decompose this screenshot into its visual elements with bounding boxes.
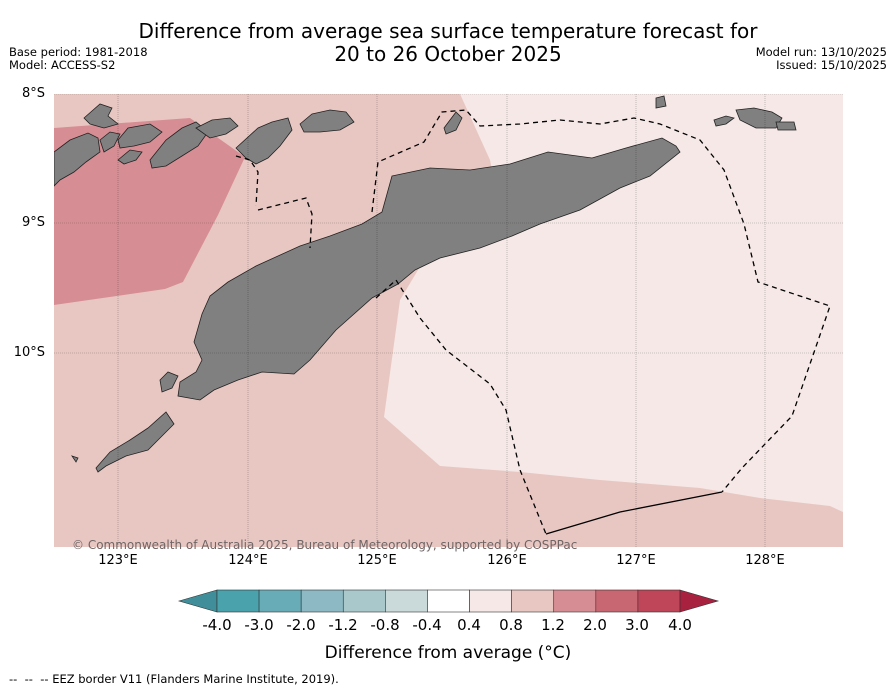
colorbar-cell xyxy=(469,589,512,613)
land-masses xyxy=(54,95,797,473)
colorbar-title: Difference from average (°C) xyxy=(324,643,572,663)
footer-note: -- -- -- EEZ border V11 (Flanders Marine… xyxy=(9,672,339,686)
island-small-east-b xyxy=(713,115,735,127)
lat-label-10s: 10°S xyxy=(13,345,45,360)
chart-title: Difference from average sea surface temp… xyxy=(0,20,896,66)
eez-border-segment-a xyxy=(235,155,259,207)
lon-label-127e: 127°E xyxy=(616,553,656,568)
footer-text: -- EEZ border V11 (Flanders Marine Insti… xyxy=(40,672,339,686)
island-semau xyxy=(159,371,179,393)
copyright-text: © Commonwealth of Australia 2025, Bureau… xyxy=(72,538,578,552)
colorbar-cell xyxy=(553,589,597,613)
eez-border-solid xyxy=(545,491,723,535)
colorbar-cell xyxy=(595,589,639,613)
eez-borders xyxy=(235,109,831,535)
colorbar-cell xyxy=(511,589,555,613)
island-pantar xyxy=(195,117,239,139)
title-line-2: 20 to 26 October 2025 xyxy=(334,42,562,66)
island-small-north xyxy=(83,103,119,129)
lon-label-126e: 126°E xyxy=(487,553,527,568)
island-atauro xyxy=(443,111,463,135)
colorbar-label: -1.2 xyxy=(328,616,358,634)
title-line-1: Difference from average sea surface temp… xyxy=(138,19,758,43)
map-area xyxy=(54,94,843,547)
island-small-east-a xyxy=(655,95,667,109)
colorbar xyxy=(177,589,720,613)
colorbar-cell xyxy=(342,589,386,613)
colorbar-label: 0.4 xyxy=(457,616,481,634)
colorbar-label: 2.0 xyxy=(583,616,607,634)
colorbar-label: -3.0 xyxy=(244,616,274,634)
island-solor xyxy=(117,123,163,149)
lat-label-8s: 8°S xyxy=(21,86,45,101)
colorbar-cell xyxy=(216,589,260,613)
colorbar-extend-high xyxy=(679,589,720,613)
colorbar-label: 3.0 xyxy=(625,616,649,634)
colorbar-cell xyxy=(385,589,428,613)
island-ndana xyxy=(71,455,79,463)
colorbar-label: 4.0 xyxy=(668,616,692,634)
island-moa xyxy=(775,121,797,131)
colorbar-cell xyxy=(258,589,302,613)
colorbar-label: 0.8 xyxy=(499,616,523,634)
island-wetar-west xyxy=(299,109,355,133)
colorbar-label: -2.0 xyxy=(286,616,316,634)
model-text: Model: ACCESS-S2 xyxy=(9,58,116,72)
meta-left: Base period: 1981-2018 Model: ACCESS-S2 xyxy=(9,46,148,72)
colorbar-label: -4.0 xyxy=(202,616,232,634)
colorbar-cell xyxy=(300,589,344,613)
model-run-text: Model run: 13/10/2025 xyxy=(755,45,887,59)
island-flores-east xyxy=(54,132,101,187)
colorbar-extend-low xyxy=(177,589,218,613)
lon-label-125e: 125°E xyxy=(357,553,397,568)
meta-right: Model run: 13/10/2025 Issued: 15/10/2025 xyxy=(756,46,887,72)
colorbar-label: -0.4 xyxy=(412,616,442,634)
gridlines xyxy=(54,94,843,547)
eez-border-timor-leste xyxy=(371,109,831,493)
island-lembata xyxy=(149,121,209,169)
lon-label-124e: 124°E xyxy=(228,553,268,568)
island-small-a xyxy=(99,131,121,153)
lon-label-128e: 128°E xyxy=(745,553,785,568)
colorbar-cell xyxy=(637,589,681,613)
issued-text: Issued: 15/10/2025 xyxy=(776,58,887,72)
island-timor xyxy=(177,137,681,401)
lat-label-9s: 9°S xyxy=(21,215,45,230)
island-rote xyxy=(95,411,175,473)
island-alor xyxy=(235,117,293,165)
island-adonara xyxy=(117,149,143,165)
base-period-text: Base period: 1981-2018 xyxy=(9,45,148,59)
lon-label-123e: 123°E xyxy=(98,553,138,568)
eez-border-segment-b xyxy=(257,197,313,249)
colorbar-label: 1.2 xyxy=(541,616,565,634)
colorbar-label: -0.8 xyxy=(370,616,400,634)
anomaly-region-1-2-2-0 xyxy=(54,118,245,305)
colorbar-cell xyxy=(427,589,470,613)
